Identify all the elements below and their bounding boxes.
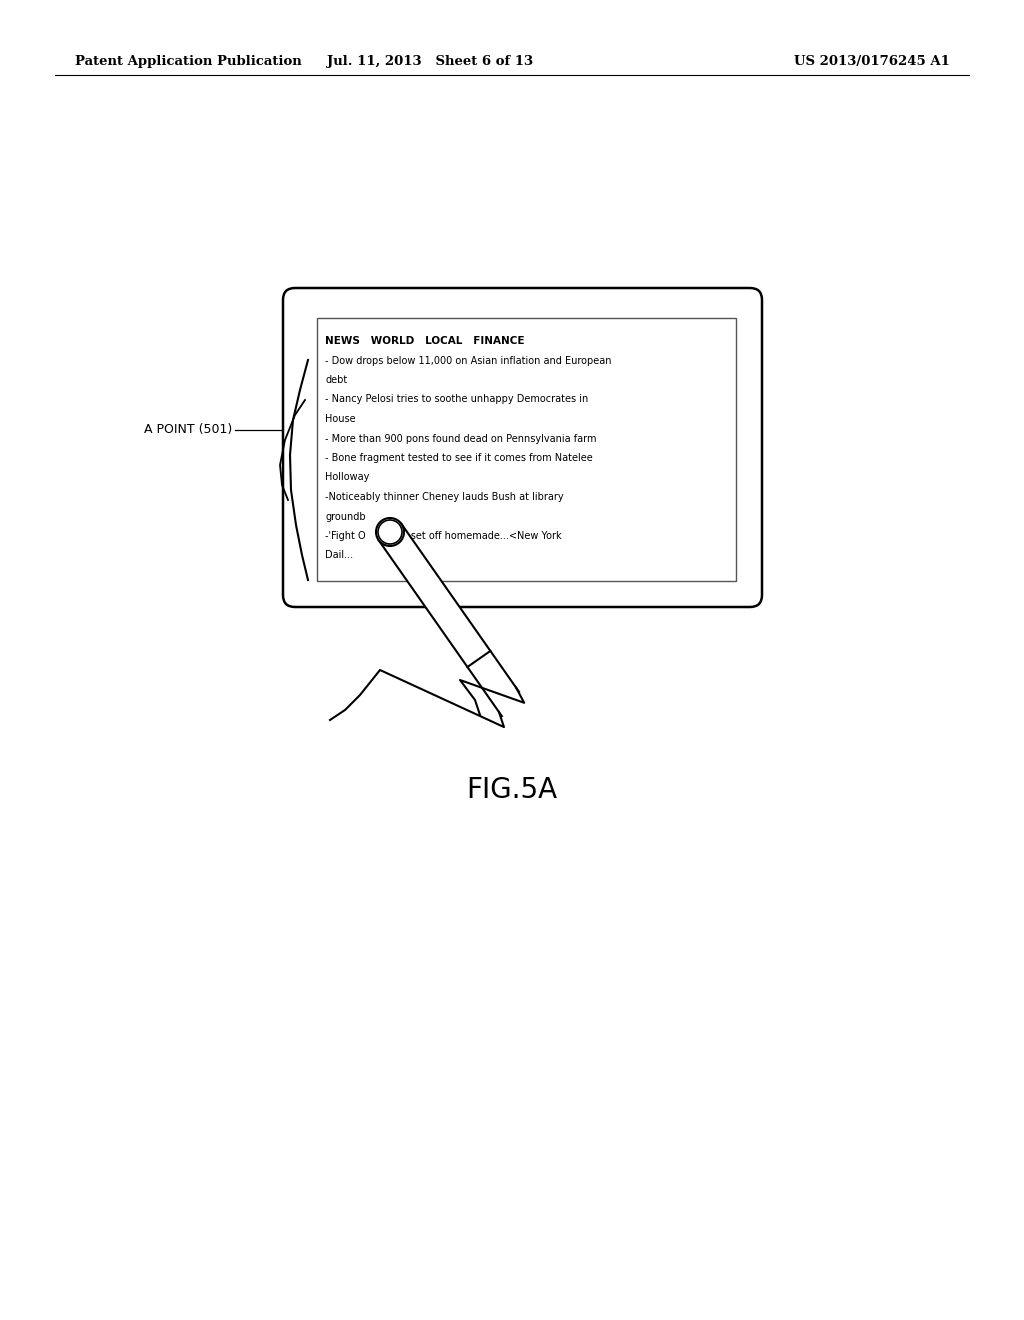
Text: A POINT (501): A POINT (501) xyxy=(143,424,232,437)
Text: debt: debt xyxy=(325,375,347,385)
Text: Holloway: Holloway xyxy=(325,473,370,483)
Text: groundb: groundb xyxy=(325,511,366,521)
Text: -Noticeably thinner Cheney lauds Bush at library: -Noticeably thinner Cheney lauds Bush at… xyxy=(325,492,563,502)
Text: - More than 900 pons found dead on Pennsylvania farm: - More than 900 pons found dead on Penns… xyxy=(325,433,597,444)
Text: FIG.5A: FIG.5A xyxy=(467,776,557,804)
Text: - Nancy Pelosi tries to soothe unhappy Democrates in: - Nancy Pelosi tries to soothe unhappy D… xyxy=(325,395,588,404)
Text: Jul. 11, 2013   Sheet 6 of 13: Jul. 11, 2013 Sheet 6 of 13 xyxy=(327,55,534,69)
Circle shape xyxy=(376,517,404,546)
Text: NEWS   WORLD   LOCAL   FINANCE: NEWS WORLD LOCAL FINANCE xyxy=(325,337,524,346)
Text: US 2013/0176245 A1: US 2013/0176245 A1 xyxy=(795,55,950,69)
Text: -'Fight O    n who set off homemade...<New York: -'Fight O n who set off homemade...<New … xyxy=(325,531,561,541)
Text: Dail...: Dail... xyxy=(325,550,353,561)
Text: House: House xyxy=(325,414,355,424)
Text: Patent Application Publication: Patent Application Publication xyxy=(75,55,302,69)
Bar xyxy=(317,318,736,581)
Polygon shape xyxy=(379,524,490,667)
Text: - Bone fragment tested to see if it comes from Natelee: - Bone fragment tested to see if it come… xyxy=(325,453,593,463)
FancyBboxPatch shape xyxy=(283,288,762,607)
Text: - Dow drops below 11,000 on Asian inflation and European: - Dow drops below 11,000 on Asian inflat… xyxy=(325,355,611,366)
